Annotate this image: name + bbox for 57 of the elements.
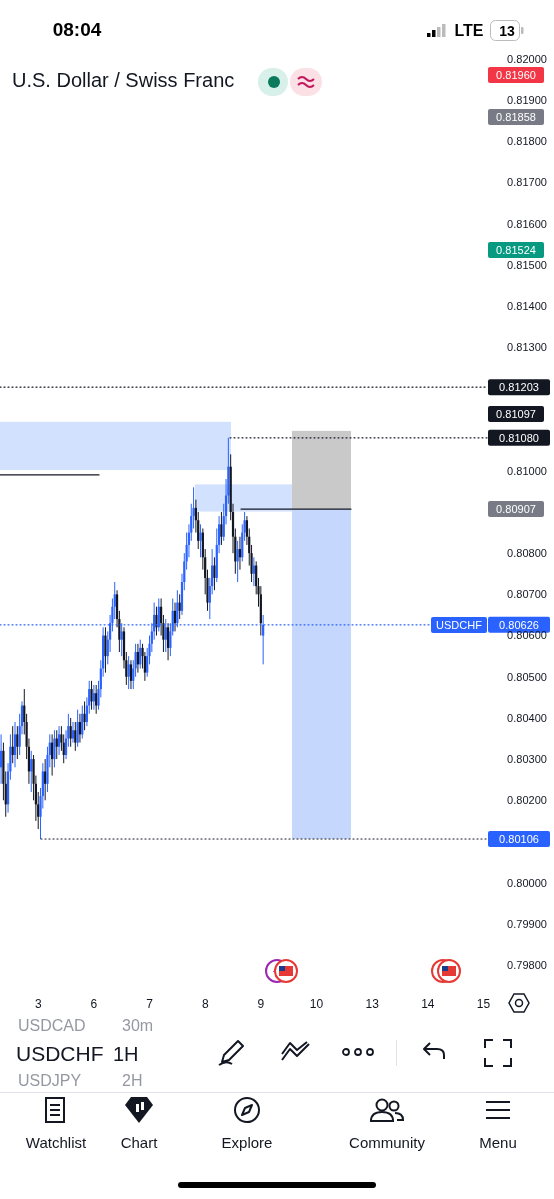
y-tick-label: 0.81400	[507, 300, 547, 312]
ref-line-label: 0.80106	[499, 832, 539, 845]
text: 0.81960	[488, 67, 544, 83]
candlestick	[76, 709, 79, 748]
x-tick-label: 8	[201, 996, 209, 1011]
y-tick-label: 0.80500	[507, 670, 547, 683]
y-tick-label: 0.81700	[507, 176, 547, 189]
x-tick-label: 14	[421, 996, 435, 1011]
x-tick-label: 6	[90, 996, 98, 1011]
text: 2H	[122, 1071, 143, 1091]
y-tick-label: 0.79800	[507, 958, 547, 971]
x-tick-label: 13	[365, 996, 380, 1011]
text: LTE	[454, 21, 484, 41]
candlestick	[129, 659, 133, 690]
text: U.S. Dollar / Swiss Franc	[12, 69, 235, 92]
y-tick-label: 0.79900	[507, 917, 547, 930]
y-tick-label: 0.81300	[507, 341, 547, 354]
x-tick-label: 15	[476, 996, 491, 1011]
y-tick-label: 0.82000	[507, 52, 547, 65]
x-tick-label: 3	[34, 996, 42, 1011]
y-tick-label: 0.81600	[507, 217, 547, 230]
text: USDCAD	[18, 1016, 86, 1036]
text: 08:04	[52, 18, 102, 42]
text: 1H	[113, 1042, 139, 1066]
y-tick-label: 0.80400	[507, 711, 547, 724]
text: 0.81858	[488, 109, 544, 125]
text: Menu	[479, 1134, 517, 1152]
text: 13	[499, 22, 515, 40]
text: 0.81097	[488, 406, 544, 422]
text: 0.80907	[488, 501, 544, 517]
y-tick-label: 0.80300	[507, 753, 547, 765]
text: USDCHF	[16, 1041, 104, 1067]
y-tick-label: 0.80600	[507, 629, 547, 642]
x-tick-label: 10	[309, 996, 324, 1011]
text: 30m	[122, 1016, 154, 1036]
y-tick-label: 0.80800	[507, 547, 547, 560]
text: Chart	[120, 1134, 158, 1152]
y-tick-label: 0.81900	[507, 94, 547, 107]
text: Watchlist	[25, 1134, 87, 1152]
ref-line-label: 0.81203	[499, 381, 539, 394]
text: Explore	[221, 1134, 273, 1152]
candlestick	[127, 655, 130, 690]
y-tick-label: 0.81000	[507, 464, 547, 477]
candlestick	[69, 717, 72, 748]
annotation: USDCHF	[431, 617, 487, 633]
y-tick-label: 0.81800	[507, 135, 547, 148]
text: 0.81524	[488, 242, 544, 258]
ref-line-label: 0.81080	[499, 431, 539, 444]
text: Community	[349, 1134, 425, 1152]
x-tick-label: 7	[146, 996, 154, 1011]
x-tick-label: 9	[257, 996, 265, 1011]
y-tick-label: 0.80000	[507, 876, 547, 889]
text: USDJPY	[18, 1071, 82, 1091]
y-tick-label: 0.81500	[507, 258, 547, 271]
y-tick-label: 0.80700	[507, 588, 547, 601]
y-tick-label: 0.80200	[507, 794, 547, 807]
ref-line-label: 0.80626	[499, 618, 539, 631]
